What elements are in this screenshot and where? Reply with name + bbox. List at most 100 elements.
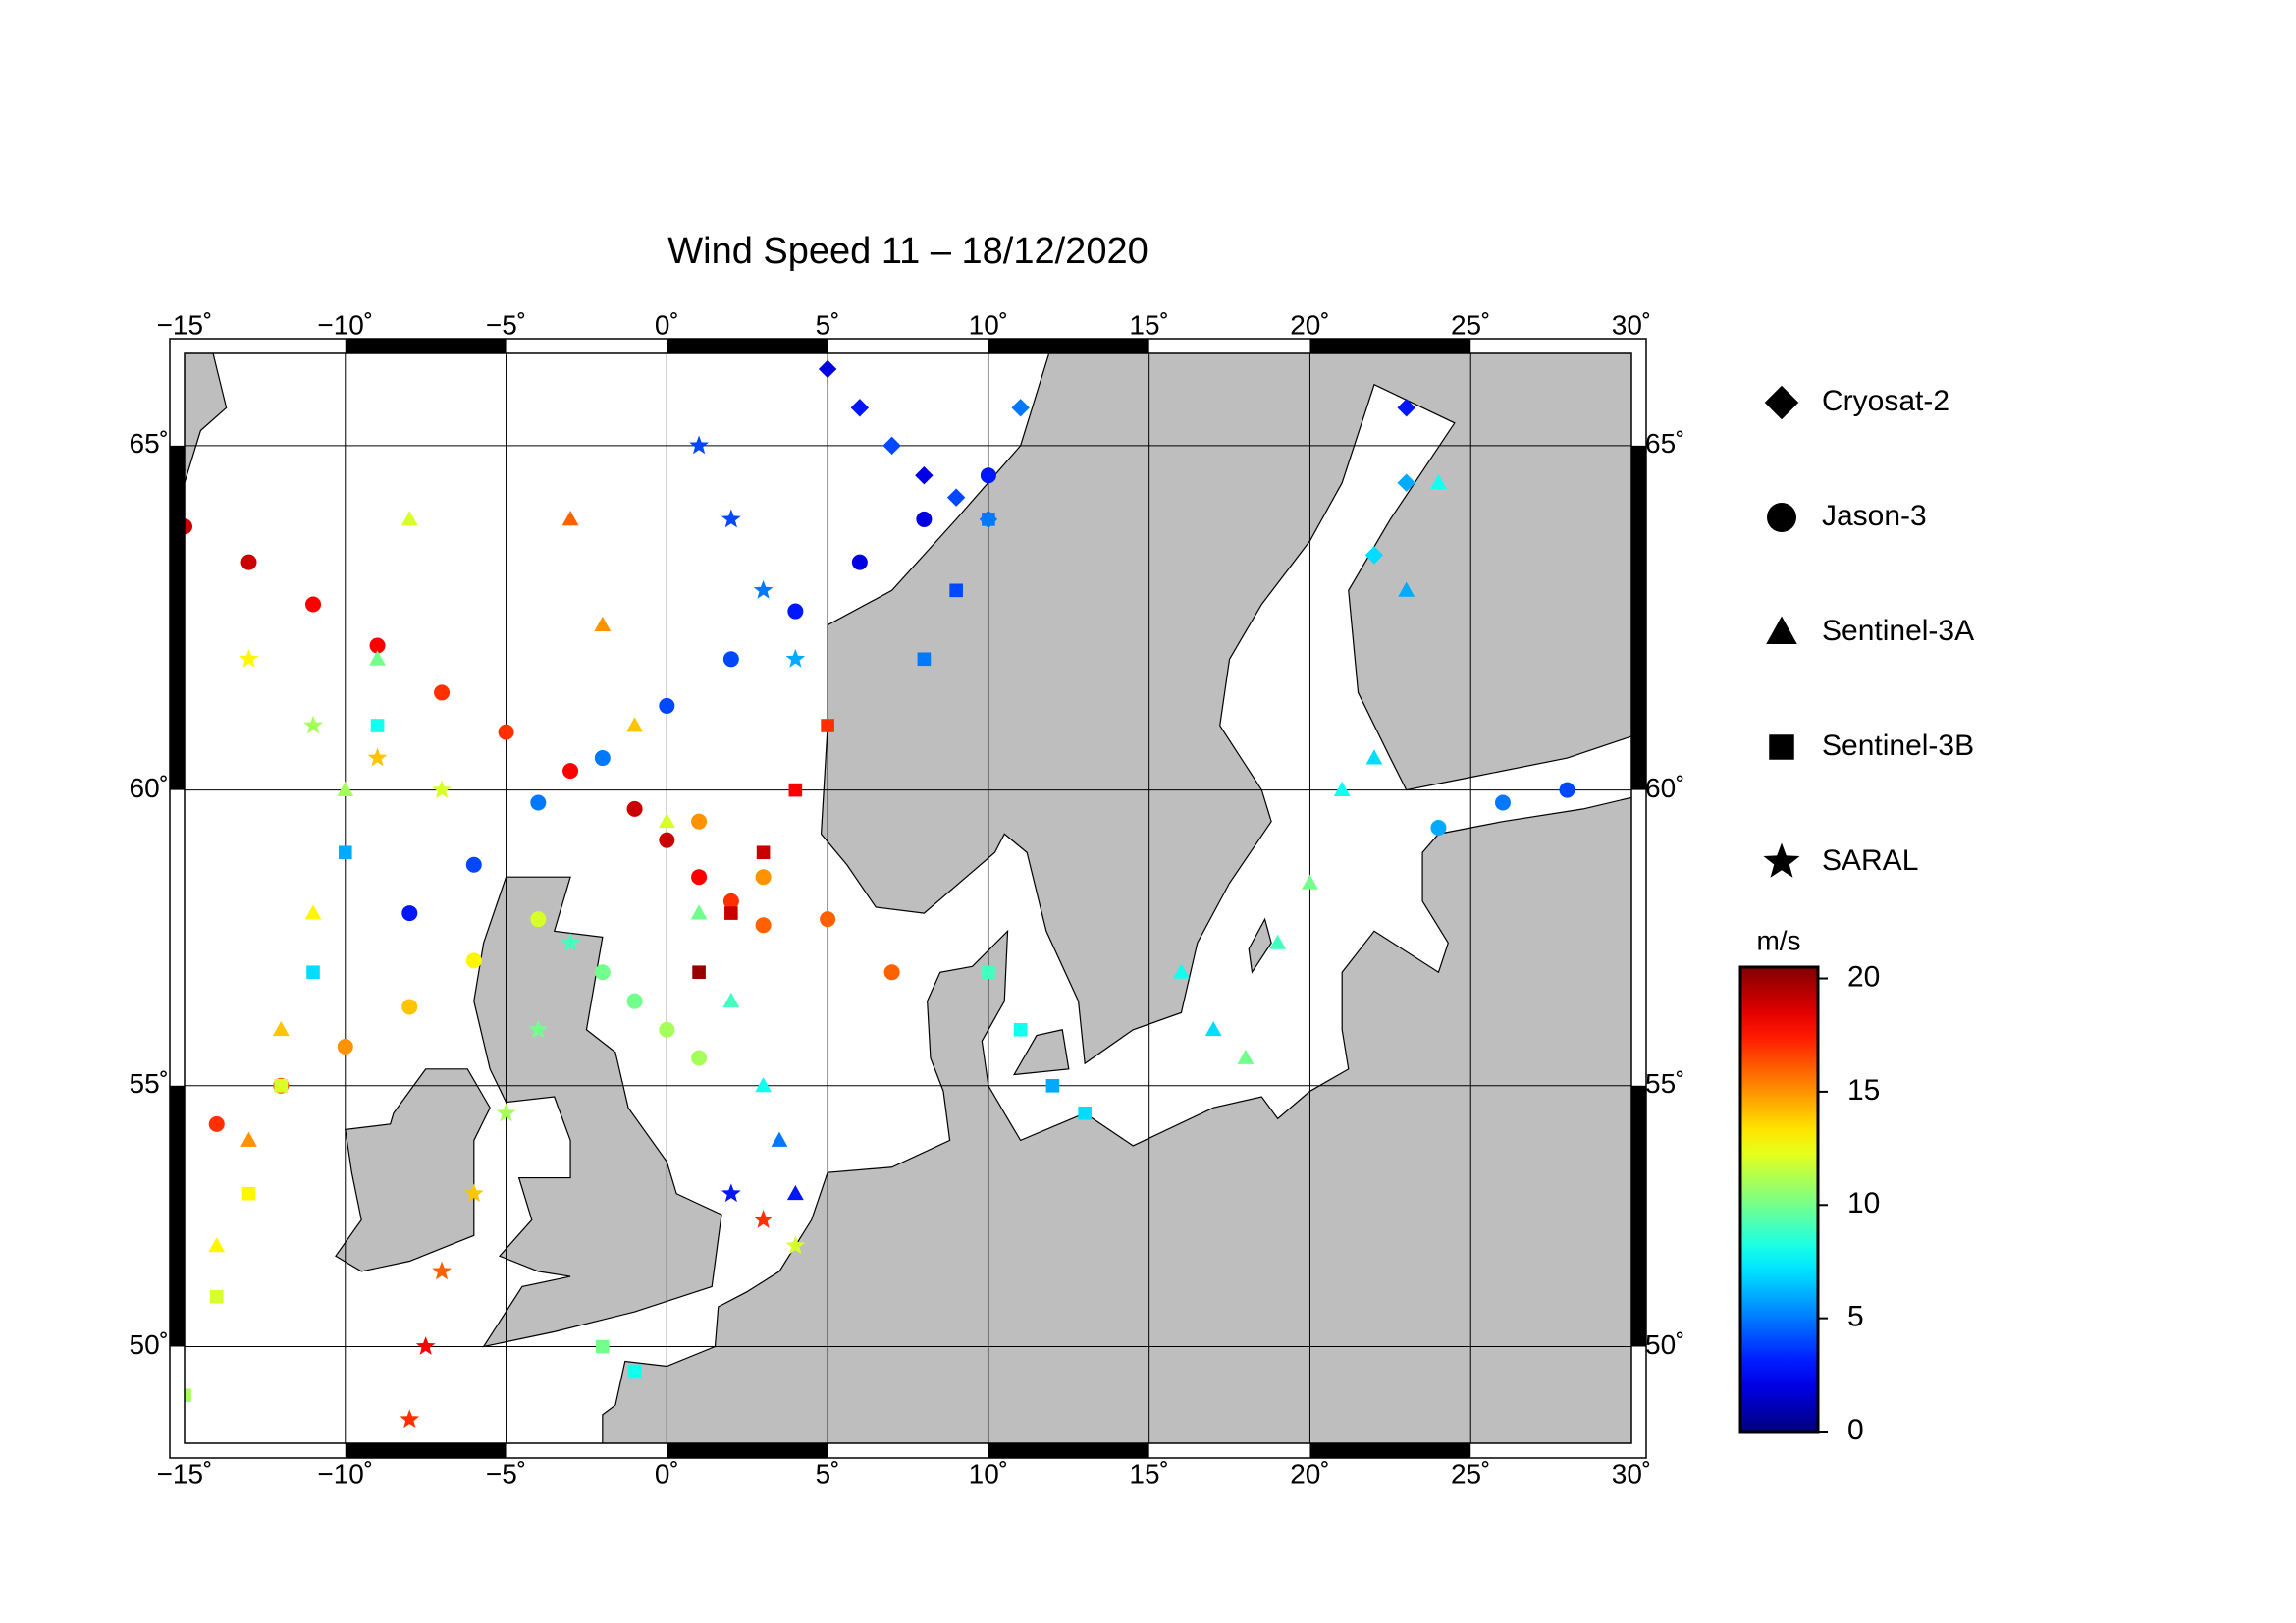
point — [415, 1336, 436, 1355]
x-tick-label: −5˚ — [486, 309, 526, 340]
point — [596, 1339, 610, 1354]
point — [434, 684, 451, 701]
point — [785, 1235, 806, 1255]
point — [400, 1409, 420, 1429]
land-mass — [1012, 1029, 1070, 1076]
y-tick-label: 55˚ — [1645, 1068, 1684, 1099]
legend-marker — [1766, 616, 1797, 644]
point — [1237, 1049, 1255, 1064]
point — [916, 511, 933, 527]
point — [369, 650, 386, 666]
point — [1398, 581, 1415, 597]
point — [946, 488, 966, 507]
point — [272, 1020, 290, 1037]
land-mass — [473, 876, 722, 1348]
point — [850, 399, 870, 417]
point — [691, 813, 708, 830]
legend-label: Sentinel-3A — [1822, 615, 1974, 647]
point — [771, 1131, 788, 1147]
point — [1494, 794, 1511, 811]
land-mass — [185, 353, 228, 484]
point — [1430, 473, 1447, 490]
point — [303, 715, 323, 734]
point — [627, 1364, 642, 1379]
point — [659, 832, 675, 848]
colorbar-tick-label: 0 — [1847, 1414, 1864, 1446]
point — [463, 1183, 484, 1203]
y-tick-label: 50˚ — [130, 1329, 169, 1360]
point — [1013, 1022, 1028, 1037]
point — [208, 1115, 225, 1132]
grid: −15˚ −15˚ −10˚ −10˚ −5˚ −5˚ 0˚ 0˚ 5˚ 5˚ 10˚ 10˚ 15˚ 1… — [130, 309, 1685, 1488]
point — [982, 965, 995, 980]
point — [982, 513, 995, 526]
x-tick-label: 5˚ — [816, 309, 840, 340]
point — [1011, 399, 1030, 417]
point — [432, 780, 452, 799]
x-tick-label: −10˚ — [317, 309, 373, 340]
frame-bar — [1631, 1085, 1646, 1347]
point — [1430, 820, 1447, 837]
colorbar-tick-label: 20 — [1847, 960, 1880, 993]
y-tick-label: 55˚ — [130, 1068, 169, 1099]
point — [274, 1078, 289, 1093]
frame-bar — [170, 1085, 185, 1347]
x-tick-label: 30˚ — [1612, 1458, 1651, 1488]
point — [1397, 399, 1415, 417]
land-mass — [335, 1068, 491, 1272]
point — [208, 1237, 226, 1253]
legend-label: Sentinel-3B — [1822, 730, 1974, 762]
chart-title: Wind Speed 11 – 18/12/2020 — [667, 231, 1148, 272]
point — [722, 992, 740, 1008]
y-tick-label: 65˚ — [130, 428, 169, 459]
point — [370, 719, 385, 732]
x-tick-label: 10˚ — [969, 309, 1008, 340]
frame-bar — [988, 339, 1149, 353]
point — [1333, 781, 1351, 797]
frame-bar — [988, 1443, 1149, 1458]
point — [401, 905, 418, 922]
point — [1397, 473, 1415, 492]
point — [1365, 749, 1383, 765]
colorbar-tick-label: 10 — [1847, 1187, 1880, 1219]
point — [883, 964, 900, 981]
colorbar: m/s 0 5 10 15 20 — [1738, 925, 1880, 1446]
point — [1204, 1020, 1222, 1037]
x-tick-label: 25˚ — [1451, 309, 1490, 340]
point — [304, 904, 322, 920]
point — [818, 359, 837, 379]
point — [658, 812, 675, 829]
point — [465, 856, 482, 873]
point — [240, 1131, 257, 1147]
point — [820, 911, 836, 928]
point — [432, 1261, 452, 1280]
point — [659, 1021, 675, 1038]
frame-bar — [345, 1443, 507, 1458]
point — [594, 750, 611, 767]
point — [1559, 782, 1575, 798]
frame-bar — [170, 445, 185, 790]
point — [721, 509, 741, 528]
x-tick-label: −15˚ — [157, 309, 213, 340]
point — [240, 554, 257, 570]
point — [338, 845, 352, 860]
point — [690, 904, 708, 920]
point — [562, 763, 579, 780]
point — [786, 1184, 804, 1201]
map-frame — [169, 338, 1647, 1459]
legend-label: Jason-3 — [1822, 500, 1927, 532]
legend-marker — [1764, 385, 1799, 420]
point — [722, 893, 739, 909]
point — [306, 965, 320, 980]
point — [785, 648, 806, 668]
point — [401, 999, 418, 1015]
point — [496, 1103, 516, 1122]
point — [691, 1050, 708, 1066]
point — [755, 869, 772, 886]
y-tick-label: 50˚ — [1645, 1329, 1684, 1360]
point — [915, 466, 934, 485]
point — [400, 511, 418, 526]
legend-marker — [1763, 842, 1800, 878]
point — [755, 917, 772, 934]
